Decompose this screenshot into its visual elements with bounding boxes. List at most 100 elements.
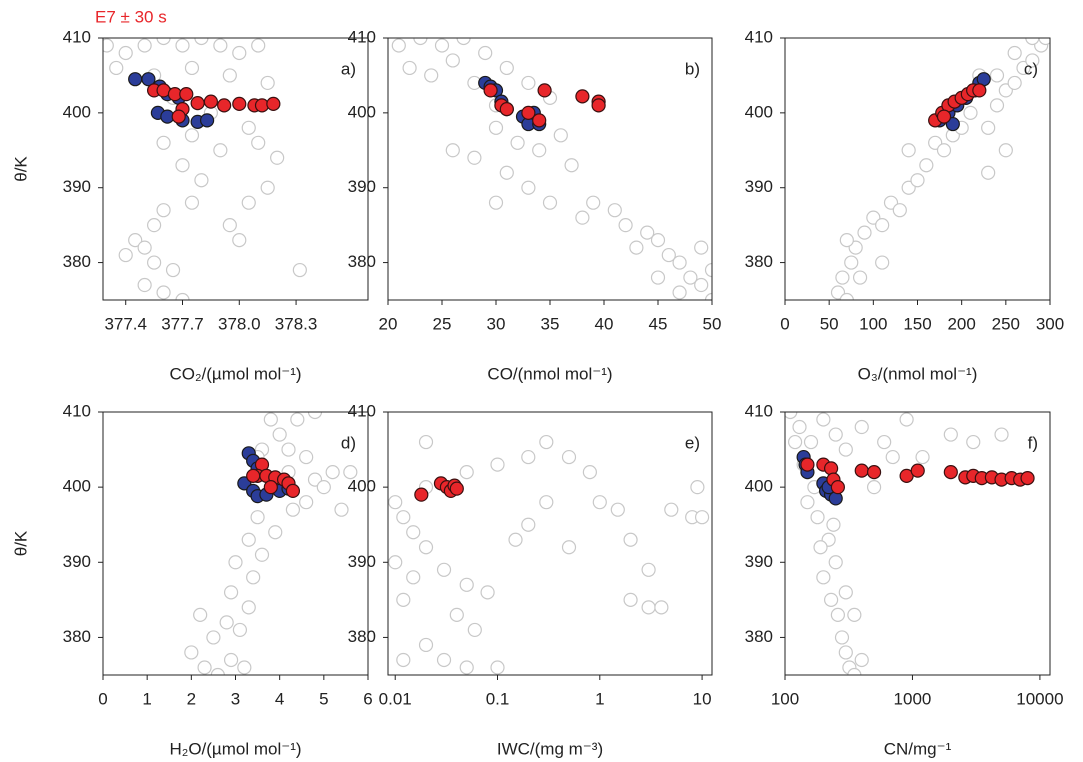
panel: 100 1000 10000 380 390 400 410 CN/mg⁻¹ f) (745, 401, 1064, 758)
point (241, 532, 256, 547)
point (816, 412, 831, 427)
y-tick-label: 400 (745, 102, 773, 121)
point (499, 165, 514, 180)
point (901, 143, 916, 158)
point (972, 83, 987, 98)
point (854, 652, 869, 668)
x-tick-label: 250 (992, 314, 1020, 333)
point (184, 195, 200, 210)
panel-label: c) (1024, 59, 1038, 78)
point (449, 607, 464, 622)
point (445, 53, 460, 68)
x-tick-label: 300 (1036, 314, 1064, 333)
point (193, 607, 208, 622)
x-tick-label: 100 (771, 689, 799, 708)
point (561, 449, 577, 465)
point (839, 233, 854, 248)
plot-frame (387, 411, 713, 676)
point (325, 465, 340, 480)
point (610, 502, 625, 517)
point (184, 128, 200, 143)
point (844, 255, 859, 270)
point (564, 158, 579, 173)
point (694, 277, 709, 293)
point (910, 173, 925, 188)
point (800, 495, 815, 510)
point (892, 203, 907, 218)
x-tick-label: 35 (541, 314, 560, 333)
point (285, 502, 301, 517)
point (171, 109, 186, 124)
point (232, 45, 247, 61)
point (228, 555, 243, 570)
point (537, 83, 552, 98)
point (800, 457, 815, 472)
point (179, 87, 194, 102)
x-tick-label: 50 (703, 314, 722, 333)
panel-label: f) (1028, 433, 1038, 452)
points (184, 412, 358, 675)
point (268, 525, 283, 540)
point (854, 463, 869, 478)
point (266, 96, 281, 111)
plot-frame (102, 37, 369, 301)
point (824, 592, 839, 607)
point (623, 592, 638, 607)
point (184, 60, 200, 76)
point (190, 96, 205, 111)
y-tick-label: 390 (745, 177, 773, 196)
panel: 0.01 0.1 1 10 380 390 400 410 IWC/(mg m⁻³) e) (348, 401, 713, 758)
x-tick-label: 6 (363, 689, 372, 708)
points (830, 38, 1050, 300)
point (830, 607, 845, 622)
point (981, 120, 996, 135)
point (281, 442, 296, 457)
point (828, 555, 843, 570)
point (488, 120, 504, 135)
point (561, 540, 577, 555)
point (672, 255, 687, 270)
point (250, 510, 265, 525)
point (575, 210, 590, 225)
point (521, 75, 536, 91)
point (222, 68, 237, 83)
point (118, 247, 133, 263)
point (418, 637, 434, 653)
point (141, 72, 156, 87)
points (785, 412, 1035, 675)
point (128, 233, 143, 248)
point (418, 434, 434, 450)
point (641, 600, 656, 615)
point (792, 419, 807, 435)
point (246, 468, 261, 483)
point (532, 113, 547, 128)
point (641, 562, 656, 577)
point (704, 262, 712, 278)
panel: 377.4 377.7 378.0 378.3 380 390 400 410 CO₂/(µmo… (11, 7, 369, 383)
point (539, 495, 554, 510)
point (835, 270, 850, 285)
point (582, 465, 597, 480)
panel-label: e) (685, 433, 700, 452)
panel: 0 50 100 150 200 250 300 380 390 400 410 O₃/(nmol m… (745, 27, 1065, 383)
point (963, 105, 978, 120)
point (915, 449, 930, 465)
point (200, 113, 215, 128)
point (981, 165, 996, 180)
point (263, 480, 278, 495)
point (508, 532, 523, 547)
x-tick-label: 378.3 (275, 314, 318, 333)
point (223, 652, 239, 668)
x-tick-label: 1 (595, 689, 604, 708)
point (206, 630, 221, 645)
point (936, 143, 952, 158)
point (683, 270, 698, 285)
point (607, 203, 622, 218)
point (213, 143, 228, 158)
point (445, 143, 460, 158)
point (1025, 53, 1040, 68)
point (826, 517, 841, 532)
point (203, 94, 218, 109)
y-tick-label: 390 (63, 177, 91, 196)
